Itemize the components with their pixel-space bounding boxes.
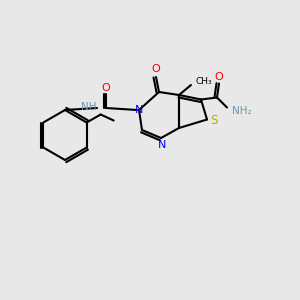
Text: NH₂: NH₂ (232, 106, 252, 116)
Text: NH: NH (81, 102, 97, 112)
Text: N: N (135, 105, 143, 115)
Text: S: S (210, 114, 218, 127)
Text: O: O (214, 73, 224, 82)
Text: O: O (152, 64, 160, 74)
Text: N: N (158, 140, 166, 150)
Text: CH₃: CH₃ (196, 77, 213, 86)
Text: O: O (102, 83, 110, 93)
